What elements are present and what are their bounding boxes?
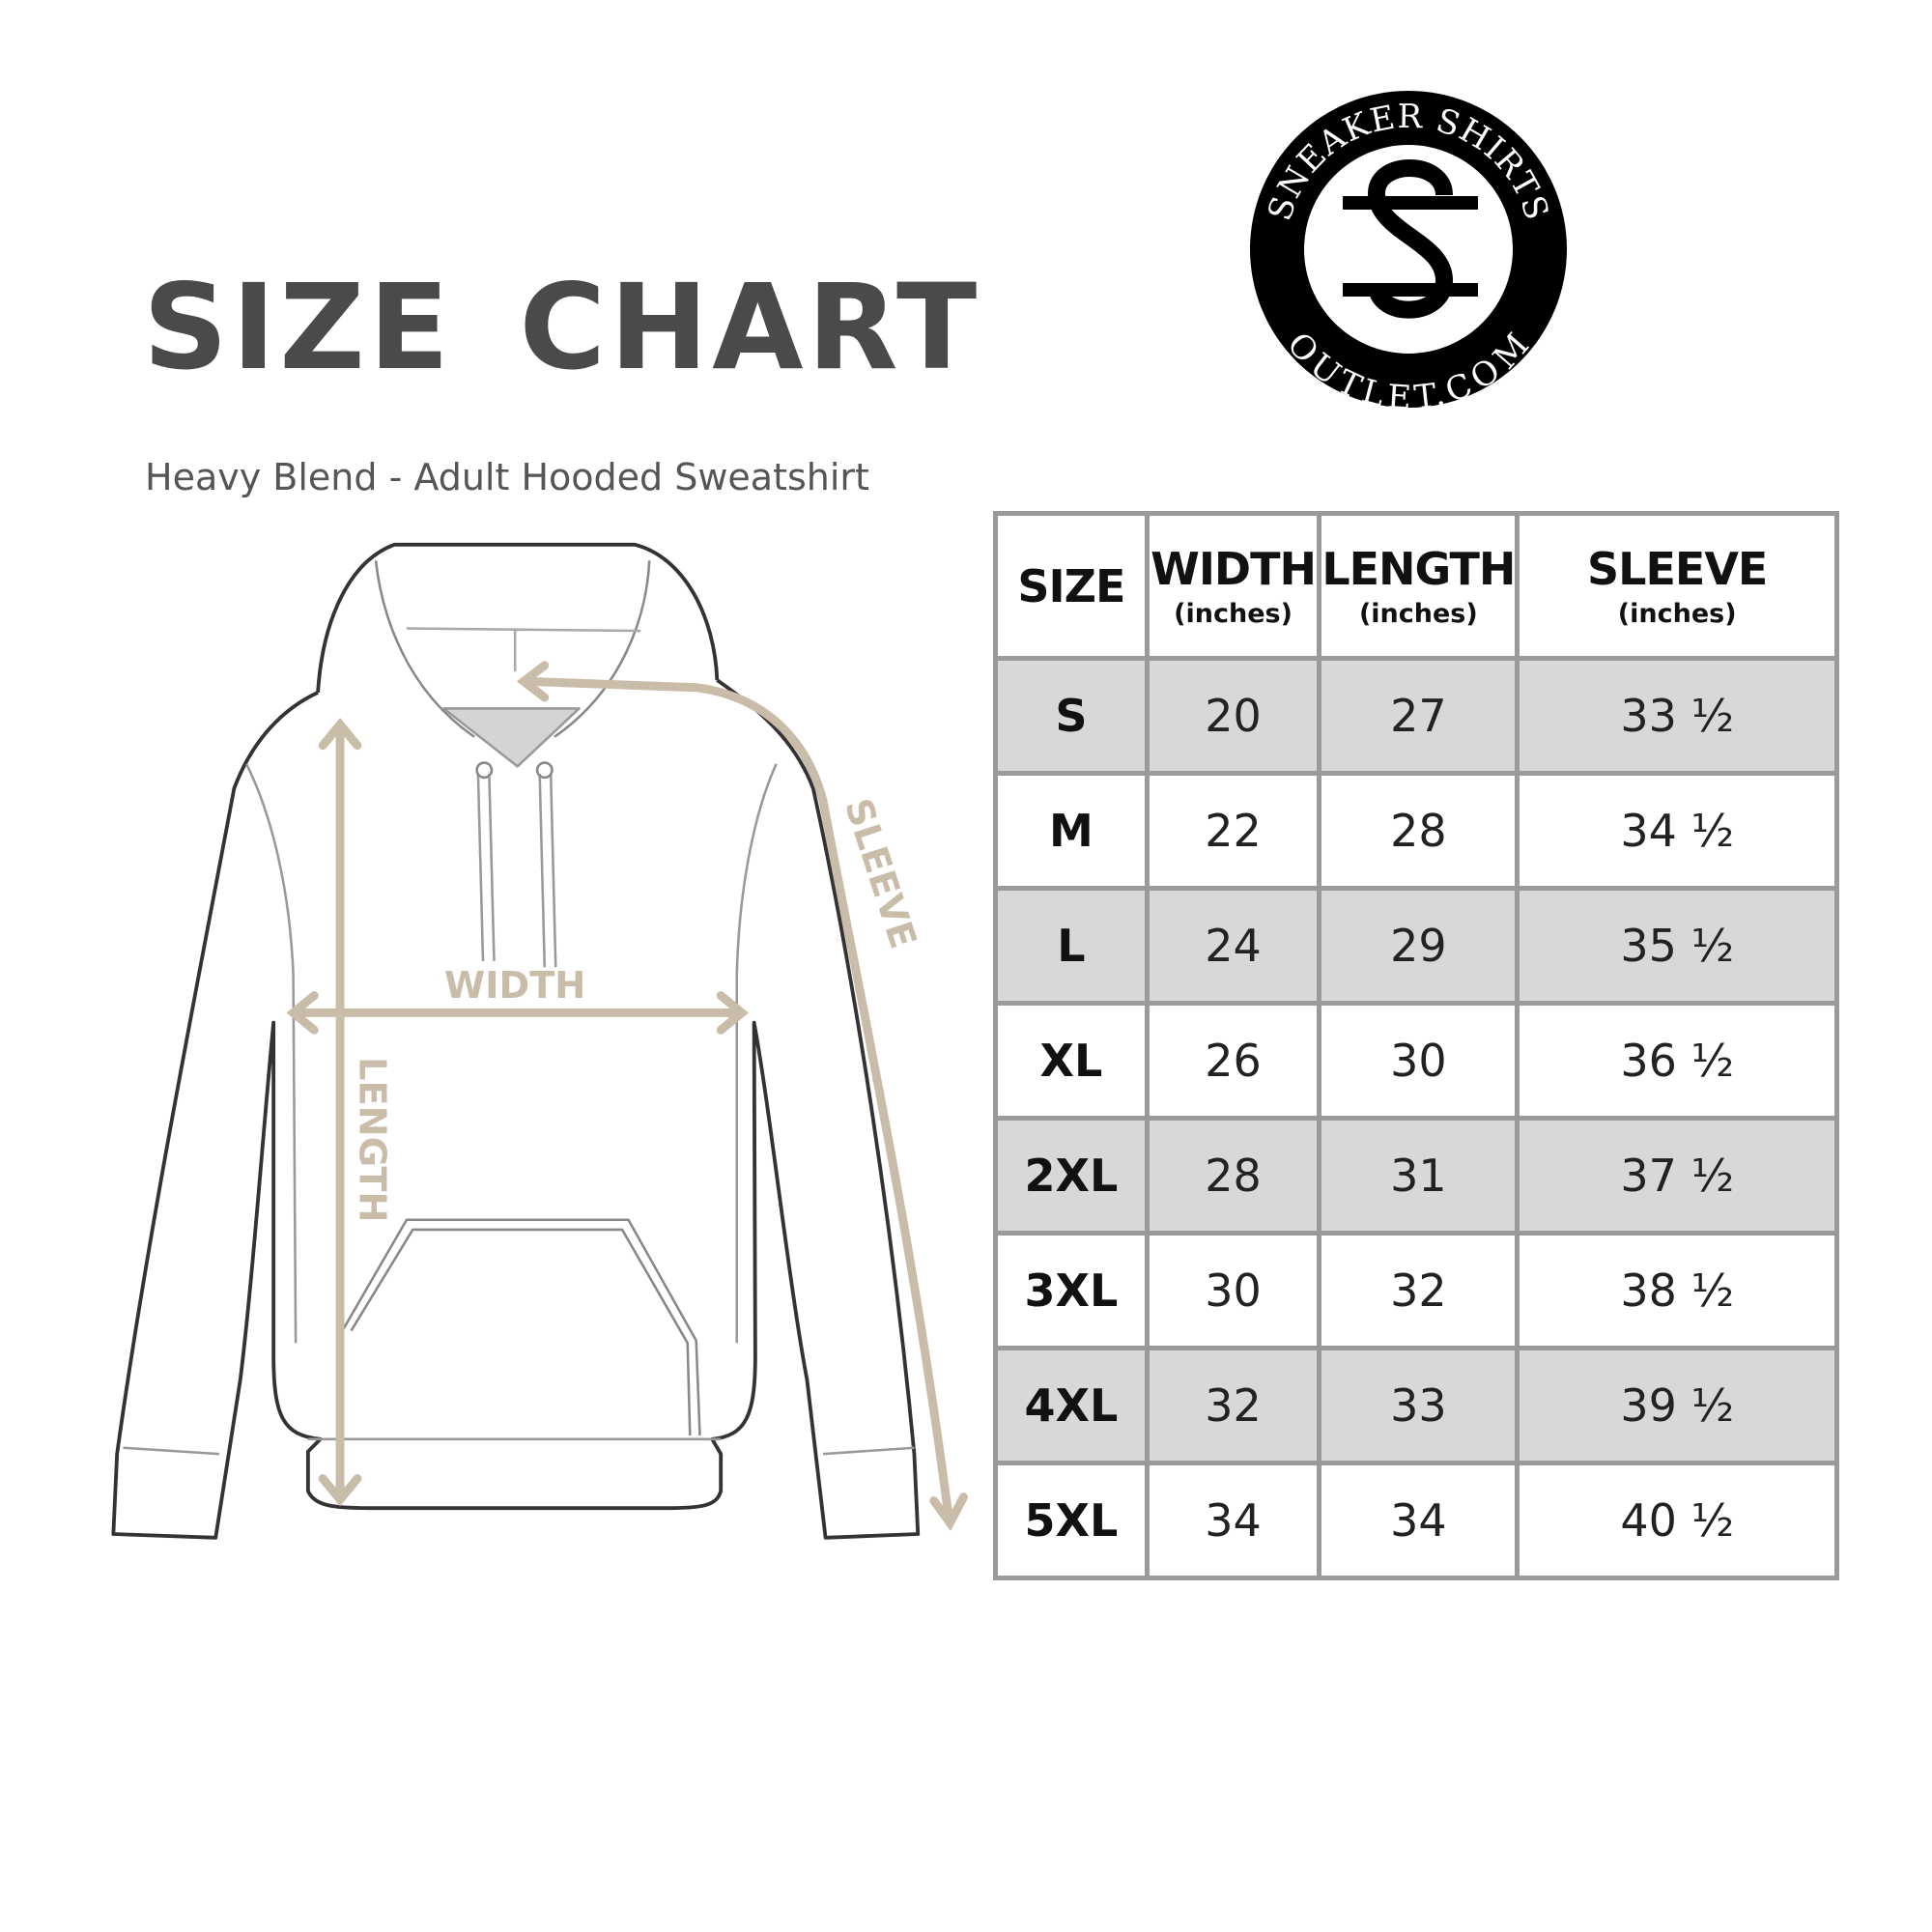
- length-cell: 27: [1317, 656, 1520, 776]
- length-cell: 28: [1317, 771, 1520, 891]
- monogram-icon: [1343, 159, 1478, 319]
- header-sleeve: SLEEVE (inches): [1515, 511, 1839, 661]
- size-cell: 2XL: [993, 1116, 1150, 1236]
- length-cell: 30: [1317, 1001, 1520, 1121]
- width-cell: 30: [1144, 1231, 1322, 1350]
- size-cell: 3XL: [993, 1231, 1150, 1350]
- size-table: SIZE WIDTH (inches) LENGTH (inches) SLEEVE…: [993, 511, 1839, 1580]
- table-row: S 20 27 33 ½: [993, 656, 1839, 776]
- width-cell: 26: [1144, 1001, 1322, 1121]
- size-cell: S: [993, 656, 1150, 776]
- table-row: L 24 29 35 ½: [993, 886, 1839, 1006]
- hood-outline: [316, 542, 720, 693]
- length-cell: 34: [1317, 1461, 1520, 1580]
- sleeve-cell: 40 ½: [1515, 1461, 1839, 1580]
- width-cell: 22: [1144, 771, 1322, 891]
- width-cell: 28: [1144, 1116, 1322, 1236]
- header-size: SIZE: [993, 511, 1150, 661]
- sleeve-cell: 36 ½: [1515, 1001, 1839, 1121]
- page-title: SIZE CHART: [143, 259, 981, 396]
- table-row: M 22 28 34 ½: [993, 771, 1839, 891]
- table-row: 5XL 34 34 40 ½: [993, 1461, 1839, 1580]
- sleeve-cell: 33 ½: [1515, 656, 1839, 776]
- width-cell: 20: [1144, 656, 1322, 776]
- width-label: WIDTH: [444, 964, 585, 1008]
- size-cell: 4XL: [993, 1346, 1150, 1465]
- table-row: 3XL 30 32 38 ½: [993, 1231, 1839, 1350]
- pocket-outline: [337, 1218, 701, 1436]
- length-label: LENGTH: [350, 1057, 393, 1222]
- brand-logo: SNEAKER SHIRTS OUTLET.COM: [1250, 91, 1567, 412]
- table-row: XL 26 30 36 ½: [993, 1001, 1839, 1121]
- sleeve-cell: 34 ½: [1515, 771, 1839, 891]
- header-width: WIDTH (inches): [1144, 511, 1322, 661]
- sleeve-cell: 37 ½: [1515, 1116, 1839, 1236]
- sleeve-cell: 35 ½: [1515, 886, 1839, 1006]
- size-cell: M: [993, 771, 1150, 891]
- width-cell: 32: [1144, 1346, 1322, 1465]
- length-cell: 32: [1317, 1231, 1520, 1350]
- size-cell: 5XL: [993, 1461, 1150, 1580]
- product-subtitle: Heavy Blend - Adult Hooded Sweatshirt: [145, 456, 869, 498]
- length-cell: 29: [1317, 886, 1520, 1006]
- width-cell: 24: [1144, 886, 1322, 1006]
- sleeve-cell: 39 ½: [1515, 1346, 1839, 1465]
- body-outline: [111, 678, 921, 1540]
- size-cell: XL: [993, 1001, 1150, 1121]
- length-cell: 33: [1317, 1346, 1520, 1465]
- size-cell: L: [993, 886, 1150, 1006]
- length-cell: 31: [1317, 1116, 1520, 1236]
- sleeve-arrow: [523, 676, 953, 1522]
- sleeve-cell: 38 ½: [1515, 1231, 1839, 1350]
- table-header-row: SIZE WIDTH (inches) LENGTH (inches) SLEEVE…: [993, 511, 1839, 661]
- table-row: 4XL 32 33 39 ½: [993, 1346, 1839, 1465]
- table-row: 2XL 28 31 37 ½: [993, 1116, 1839, 1236]
- width-cell: 34: [1144, 1461, 1322, 1580]
- header-length: LENGTH (inches): [1317, 511, 1520, 661]
